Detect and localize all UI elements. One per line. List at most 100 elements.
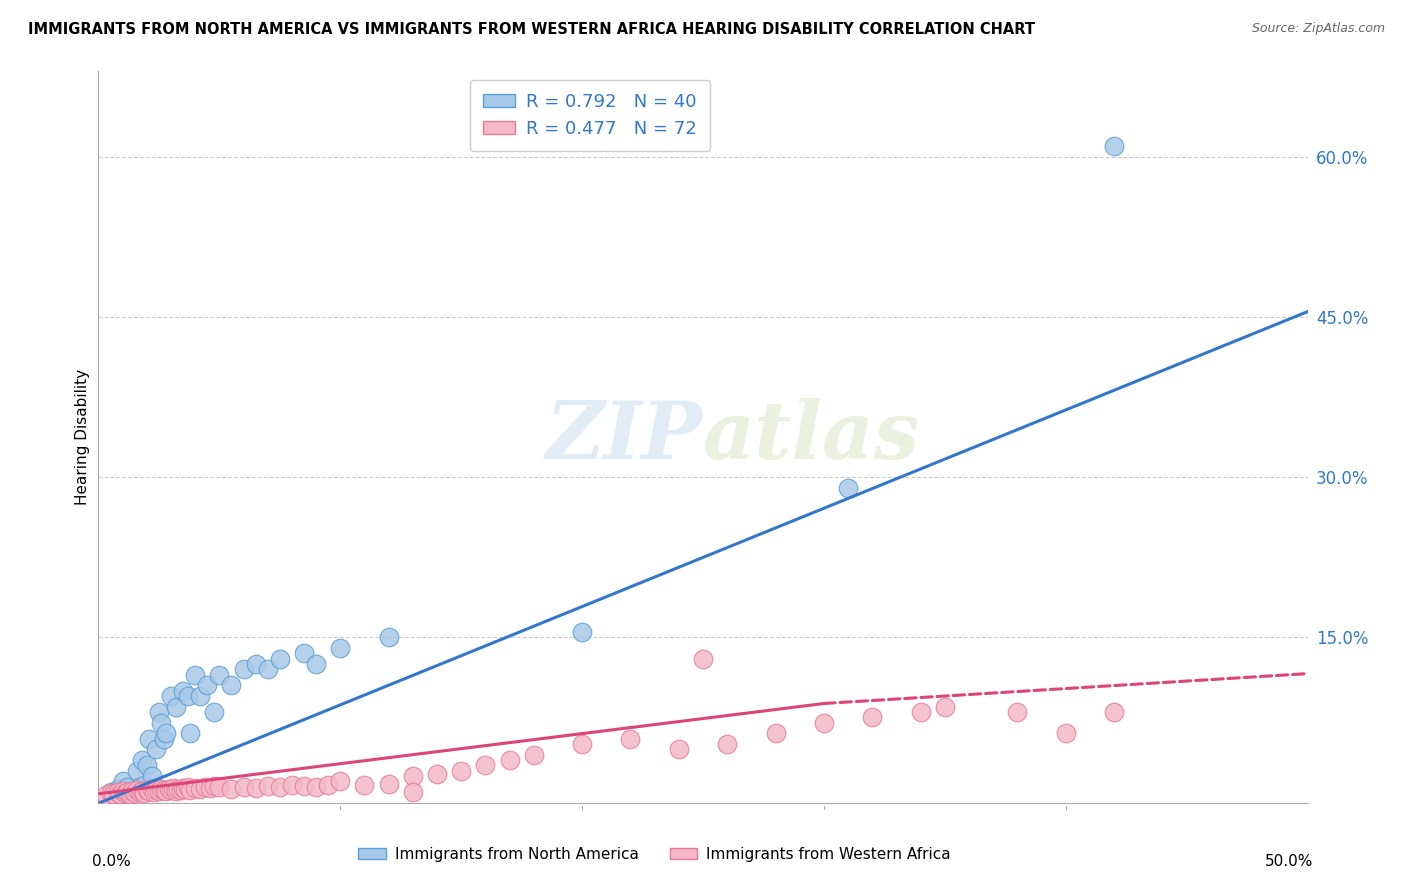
Point	[256, 779, 278, 793]
Point	[94, 789, 117, 803]
Point	[934, 699, 956, 714]
Point	[152, 783, 174, 797]
Point	[179, 726, 201, 740]
Point	[256, 662, 278, 676]
Point	[269, 651, 291, 665]
Point	[571, 737, 593, 751]
Point	[194, 780, 217, 794]
Point	[150, 715, 173, 730]
Point	[281, 778, 304, 792]
Point	[100, 785, 122, 799]
Text: atlas: atlas	[703, 399, 921, 475]
Point	[162, 780, 184, 795]
Point	[195, 678, 218, 692]
Point	[131, 784, 153, 798]
Point	[316, 778, 339, 792]
Point	[134, 778, 156, 792]
Text: 50.0%: 50.0%	[1265, 854, 1313, 869]
Point	[141, 781, 163, 796]
Point	[128, 780, 150, 794]
Point	[765, 726, 787, 740]
Point	[135, 758, 157, 772]
Point	[141, 769, 163, 783]
Point	[124, 785, 146, 799]
Point	[127, 783, 149, 797]
Point	[204, 705, 226, 719]
Point	[716, 737, 738, 751]
Point	[232, 662, 254, 676]
Text: IMMIGRANTS FROM NORTH AMERICA VS IMMIGRANTS FROM WESTERN AFRICA HEARING DISABILI: IMMIGRANTS FROM NORTH AMERICA VS IMMIGRA…	[28, 22, 1035, 37]
Point	[131, 753, 153, 767]
Point	[377, 630, 399, 644]
Point	[221, 781, 243, 796]
Point	[1054, 726, 1077, 740]
Point	[402, 769, 425, 783]
Point	[221, 678, 243, 692]
Point	[107, 781, 129, 796]
Point	[198, 780, 221, 795]
Point	[138, 731, 160, 746]
Point	[155, 784, 177, 798]
Point	[329, 774, 352, 789]
Text: 0.0%: 0.0%	[93, 854, 131, 869]
Point	[165, 699, 187, 714]
Point	[134, 786, 156, 800]
Point	[184, 667, 207, 681]
Point	[128, 785, 150, 799]
Point	[111, 784, 134, 798]
Legend: Immigrants from North America, Immigrants from Western Africa: Immigrants from North America, Immigrant…	[353, 841, 957, 868]
Point	[108, 787, 131, 801]
Point	[245, 780, 267, 795]
Point	[910, 705, 932, 719]
Point	[619, 731, 641, 746]
Point	[148, 705, 170, 719]
Point	[145, 783, 167, 797]
Point	[148, 784, 170, 798]
Point	[172, 780, 194, 795]
Point	[1007, 705, 1029, 719]
Point	[155, 726, 177, 740]
Point	[837, 481, 859, 495]
Point	[111, 774, 134, 789]
Point	[121, 784, 143, 798]
Point	[204, 779, 226, 793]
Point	[292, 646, 315, 660]
Point	[188, 689, 211, 703]
Point	[692, 651, 714, 665]
Point	[160, 689, 183, 703]
Point	[179, 783, 201, 797]
Point	[571, 624, 593, 639]
Point	[143, 785, 166, 799]
Point	[124, 786, 146, 800]
Point	[208, 780, 231, 794]
Point	[245, 657, 267, 671]
Point	[114, 786, 136, 800]
Point	[813, 715, 835, 730]
Point	[157, 781, 180, 796]
Point	[188, 781, 211, 796]
Y-axis label: Hearing Disability: Hearing Disability	[75, 369, 90, 505]
Point	[172, 683, 194, 698]
Point	[1102, 139, 1125, 153]
Point	[232, 780, 254, 794]
Point	[668, 742, 690, 756]
Point	[160, 783, 183, 797]
Point	[150, 781, 173, 796]
Point	[402, 785, 425, 799]
Point	[100, 786, 122, 800]
Point	[474, 758, 496, 772]
Point	[141, 781, 163, 796]
Point	[860, 710, 883, 724]
Point	[377, 776, 399, 790]
Point	[184, 780, 207, 795]
Point	[101, 787, 124, 801]
Point	[523, 747, 546, 762]
Point	[152, 731, 174, 746]
Point	[208, 667, 231, 681]
Point	[292, 779, 315, 793]
Point	[450, 764, 472, 778]
Point	[107, 785, 129, 799]
Point	[498, 753, 520, 767]
Point	[426, 767, 449, 781]
Point	[117, 785, 139, 799]
